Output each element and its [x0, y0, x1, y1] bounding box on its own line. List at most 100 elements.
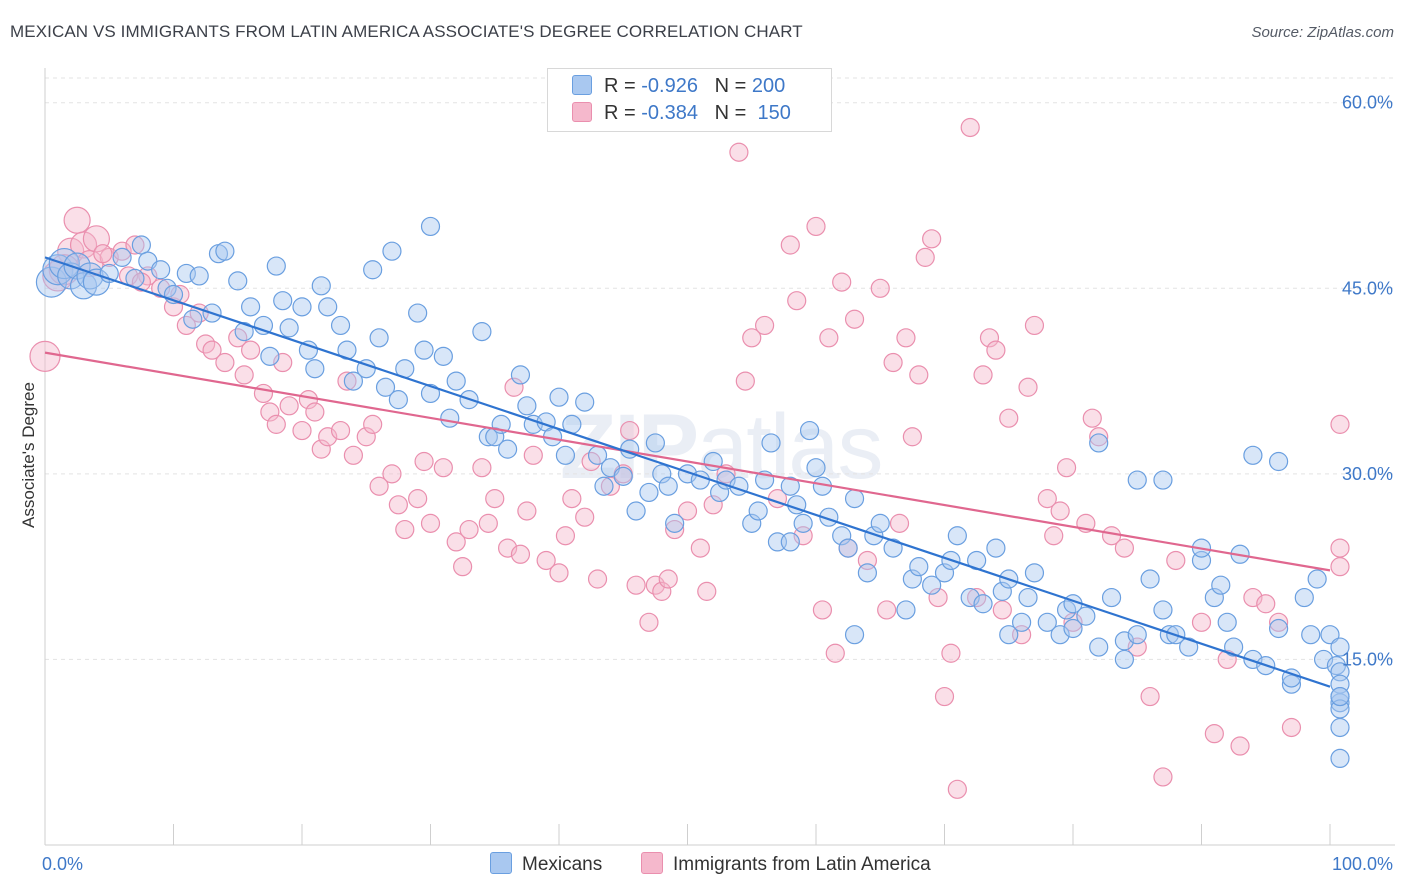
immigrants-point: [620, 420, 640, 441]
immigrants-point: [1166, 550, 1186, 571]
immigrants-point: [311, 439, 331, 459]
legend-r-value-1: -0.926: [641, 75, 698, 97]
mexicans-point: [1330, 637, 1350, 657]
mexicans-point: [151, 260, 171, 280]
mexicans-point: [1153, 600, 1173, 620]
y-axis-label: Associate's Degree: [19, 382, 38, 528]
immigrants-point: [1256, 594, 1276, 614]
immigrants-point: [1330, 557, 1350, 577]
immigrants-point: [1330, 414, 1350, 434]
immigrants-point: [279, 396, 299, 416]
immigrants-point: [215, 352, 235, 373]
y-tick-label: 15.0%: [1342, 649, 1393, 669]
mexicans-point: [189, 266, 209, 286]
mexicans-point: [986, 538, 1006, 558]
immigrants-point: [343, 445, 363, 465]
mexicans-point: [613, 466, 633, 486]
immigrants-point: [1140, 686, 1160, 707]
series-immigrants-points: [29, 117, 1350, 799]
immigrants-point: [780, 235, 800, 255]
immigrants-point: [754, 315, 775, 336]
mexicans-point: [343, 371, 363, 391]
immigrants-point: [1330, 538, 1350, 558]
mexicans-point: [446, 371, 466, 391]
immigrants-point: [555, 526, 576, 546]
legend-r-label-1: R =: [604, 75, 636, 97]
immigrants-point: [1044, 526, 1064, 546]
immigrants-point: [960, 117, 980, 138]
immigrants-point: [922, 229, 942, 249]
mexicans-point: [1320, 625, 1340, 645]
mexicans-point: [279, 318, 299, 338]
immigrants-point: [690, 538, 710, 558]
immigrants-point: [517, 501, 537, 521]
legend-r-value-2: -0.384: [641, 102, 698, 124]
mexicans-point: [780, 532, 800, 552]
mexicans-point: [973, 594, 993, 614]
immigrants-point: [992, 600, 1012, 620]
y-tick-label: 60.0%: [1342, 93, 1393, 113]
mexicans-point: [1307, 569, 1327, 589]
mexicans-point: [305, 359, 325, 379]
mexicans-point: [992, 581, 1012, 601]
trend-lines: [44, 256, 1331, 688]
mexicans-point: [1179, 637, 1199, 657]
mexicans-point: [1294, 587, 1314, 608]
mexicans-point: [1326, 656, 1347, 676]
mexicans-point: [658, 476, 678, 496]
chart-title: MEXICAN VS IMMIGRANTS FROM LATIN AMERICA…: [10, 22, 803, 41]
immigrants-point: [1114, 538, 1135, 558]
immigrants-point: [1191, 612, 1212, 632]
immigrants-point: [453, 557, 473, 577]
immigrants-point: [999, 408, 1019, 428]
mexicans-point: [909, 557, 929, 577]
immigrants-point: [947, 779, 967, 799]
x-tick-label: 0.0%: [42, 854, 83, 874]
immigrants-point: [363, 414, 383, 434]
series-mexicans-points: [35, 216, 1350, 769]
immigrants-point: [832, 272, 852, 292]
immigrants-point: [459, 519, 479, 540]
mexicans-point: [1089, 637, 1109, 657]
bottom-legend-immigrants: Immigrants from Latin America: [641, 852, 931, 876]
mexicans-point: [575, 392, 595, 412]
immigrants-point: [446, 532, 466, 552]
watermark-light: atlas: [697, 396, 883, 498]
mexicans-point: [311, 276, 331, 296]
mexicans-point: [780, 476, 800, 496]
mexicans-point: [1011, 612, 1032, 632]
mexicans-point: [947, 526, 967, 546]
mexicans-point: [183, 309, 203, 329]
immigrants-point: [414, 451, 434, 472]
immigrants-point: [356, 427, 376, 447]
mexicans-point: [1114, 649, 1135, 670]
immigrants-point: [305, 402, 325, 422]
immigrants-point: [1153, 767, 1173, 787]
immigrants-point: [1089, 427, 1109, 447]
mexicans-point: [266, 256, 286, 276]
immigrants-point: [472, 458, 492, 478]
axes: [44, 68, 1395, 846]
mexicans-point: [652, 464, 672, 484]
mexicans-point: [1127, 470, 1147, 490]
mexicans-point: [131, 235, 151, 255]
mexicans-point: [408, 303, 428, 323]
immigrants-point: [915, 247, 935, 267]
mexicans-point: [626, 501, 646, 521]
legend-r-label-2: R =: [604, 102, 636, 124]
immigrants-point: [896, 328, 916, 348]
mexicans-point: [1217, 612, 1237, 632]
source-label: Source: ZipAtlas.com: [1251, 24, 1394, 41]
immigrants-point: [510, 544, 531, 564]
legend-row-immigrants: R = -0.384 N = 150: [572, 102, 791, 126]
mexicans-point: [748, 501, 768, 521]
mexicans-point: [42, 254, 74, 286]
immigrants-point: [909, 365, 929, 385]
immigrants-point: [902, 427, 922, 447]
mexicans-point: [363, 260, 383, 280]
mexicans-point: [639, 482, 659, 503]
mexicans-point: [388, 390, 408, 410]
immigrants-point: [735, 371, 755, 391]
mexicans-point: [1101, 587, 1122, 608]
